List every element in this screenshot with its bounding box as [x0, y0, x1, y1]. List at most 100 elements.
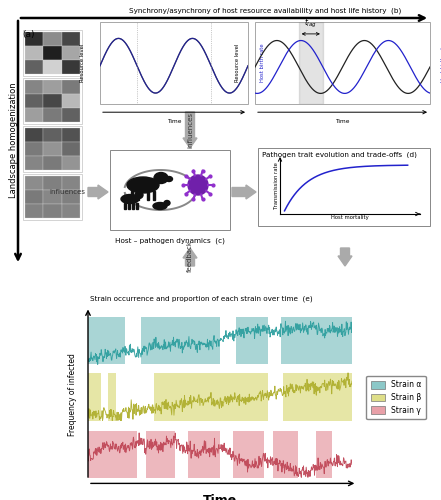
- Text: Time: Time: [335, 119, 350, 124]
- Bar: [233, 430, 264, 478]
- Bar: [43, 204, 62, 218]
- Bar: [25, 80, 43, 94]
- Y-axis label: Transmission rate: Transmission rate: [273, 162, 279, 210]
- Bar: [43, 46, 62, 60]
- FancyBboxPatch shape: [23, 78, 82, 124]
- Bar: [141, 317, 220, 364]
- Bar: [188, 430, 220, 478]
- Bar: [62, 108, 80, 122]
- Text: Time: Time: [167, 119, 181, 124]
- Bar: [236, 317, 268, 364]
- Bar: [62, 128, 80, 142]
- Ellipse shape: [153, 202, 167, 209]
- Bar: [62, 60, 80, 74]
- Bar: [62, 176, 80, 190]
- Bar: [62, 46, 80, 60]
- Ellipse shape: [127, 177, 159, 193]
- Bar: [43, 60, 62, 74]
- Bar: [43, 176, 62, 190]
- Text: Strain occurrence and proportion of each strain over time  (e): Strain occurrence and proportion of each…: [90, 296, 313, 302]
- Text: (a): (a): [22, 30, 34, 39]
- Circle shape: [188, 175, 208, 195]
- Bar: [25, 142, 43, 156]
- Bar: [43, 156, 62, 170]
- Bar: [62, 190, 80, 204]
- Bar: [43, 94, 62, 108]
- Bar: [258, 148, 430, 226]
- Bar: [110, 150, 230, 230]
- Text: influences: influences: [49, 189, 85, 195]
- Bar: [62, 204, 80, 218]
- Bar: [154, 373, 268, 420]
- Bar: [43, 32, 62, 46]
- Ellipse shape: [154, 172, 168, 184]
- Text: Frequency of infected: Frequency of infected: [67, 354, 77, 436]
- Text: Pathogen trait evolution and trade-offs  (d): Pathogen trait evolution and trade-offs …: [262, 152, 417, 158]
- Bar: [62, 142, 80, 156]
- FancyBboxPatch shape: [23, 174, 82, 220]
- Bar: [62, 156, 80, 170]
- Text: feedback: feedback: [187, 240, 193, 272]
- Bar: [25, 190, 43, 204]
- Bar: [25, 128, 43, 142]
- FancyArrow shape: [338, 248, 352, 266]
- Bar: [88, 373, 101, 420]
- FancyBboxPatch shape: [23, 30, 82, 76]
- Bar: [128, 203, 130, 209]
- Bar: [108, 373, 116, 420]
- Bar: [62, 80, 80, 94]
- Bar: [25, 176, 43, 190]
- Text: Resource level: Resource level: [80, 44, 85, 82]
- FancyArrow shape: [183, 112, 197, 148]
- Text: Host birth rate: Host birth rate: [260, 44, 265, 82]
- Ellipse shape: [135, 192, 143, 198]
- Bar: [25, 32, 43, 46]
- Bar: [25, 156, 43, 170]
- Bar: [88, 430, 137, 478]
- Text: Time: Time: [203, 494, 237, 500]
- Bar: [284, 373, 352, 420]
- Bar: [25, 204, 43, 218]
- Text: Landscape homogenization: Landscape homogenization: [10, 82, 19, 198]
- Ellipse shape: [165, 176, 172, 182]
- Ellipse shape: [164, 200, 170, 205]
- X-axis label: Host mortality: Host mortality: [331, 216, 369, 220]
- Bar: [100, 22, 248, 104]
- Bar: [299, 22, 323, 104]
- Bar: [273, 430, 298, 478]
- Bar: [62, 94, 80, 108]
- Bar: [43, 128, 62, 142]
- Ellipse shape: [121, 194, 139, 203]
- Bar: [255, 22, 430, 104]
- Bar: [43, 142, 62, 156]
- Text: Synchrony/asynchrony of host resource availability and host life history  (b): Synchrony/asynchrony of host resource av…: [129, 8, 401, 14]
- Bar: [153, 191, 155, 200]
- FancyArrow shape: [88, 185, 108, 199]
- Legend: Strain α, Strain β, Strain γ: Strain α, Strain β, Strain γ: [366, 376, 426, 420]
- Text: influences: influences: [187, 112, 193, 148]
- FancyArrow shape: [183, 248, 197, 266]
- Bar: [124, 203, 126, 209]
- Bar: [137, 191, 139, 200]
- Bar: [43, 108, 62, 122]
- Bar: [88, 317, 125, 364]
- FancyArrow shape: [232, 185, 256, 199]
- Bar: [316, 430, 332, 478]
- Bar: [131, 191, 133, 200]
- Bar: [43, 190, 62, 204]
- Bar: [43, 80, 62, 94]
- Bar: [25, 108, 43, 122]
- Bar: [147, 191, 149, 200]
- FancyBboxPatch shape: [23, 126, 82, 172]
- Bar: [25, 46, 43, 60]
- Bar: [62, 32, 80, 46]
- Bar: [25, 94, 43, 108]
- Bar: [25, 60, 43, 74]
- Bar: [281, 317, 352, 364]
- Bar: [132, 203, 134, 209]
- Text: $t_{lag}$: $t_{lag}$: [304, 18, 317, 30]
- Text: Host – pathogen dynamics  (c): Host – pathogen dynamics (c): [115, 237, 225, 244]
- Bar: [136, 203, 138, 209]
- Bar: [146, 430, 175, 478]
- Text: Resource level: Resource level: [235, 44, 240, 82]
